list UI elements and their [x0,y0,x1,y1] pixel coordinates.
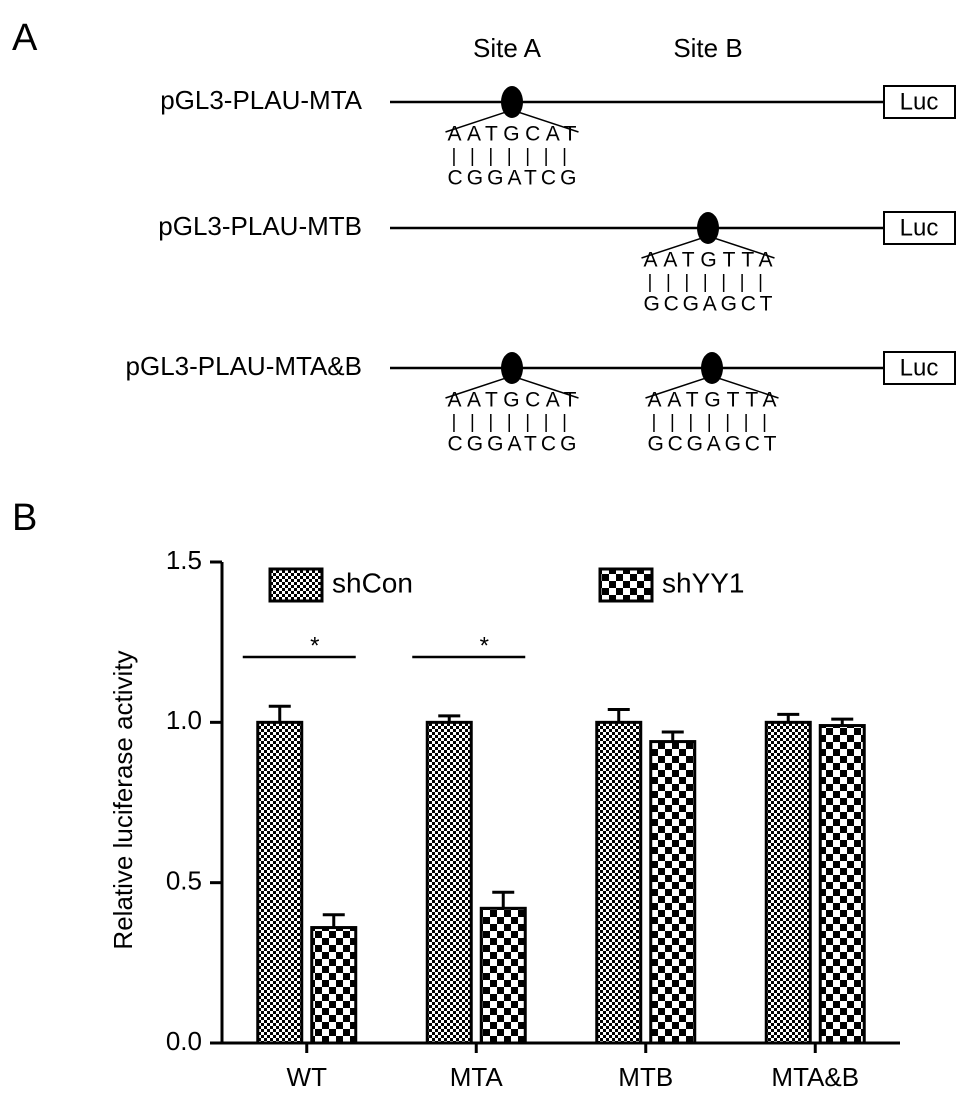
bar [310,926,358,1045]
x-tick-label: WT [287,1062,328,1092]
reporter-box [883,351,956,385]
reporter-label: Luc [900,214,939,241]
y-axis-label: Relative luciferase activity [108,650,138,949]
mutant-sequence: CGGATCG [448,167,577,190]
construct-name: pGL3-PLAU-MTA [160,85,362,115]
legend-label: shYY1 [662,567,745,598]
site-marker [701,352,723,384]
y-tick-label: 1.0 [166,705,202,735]
bar [818,724,866,1045]
y-tick-label: 1.5 [166,545,202,575]
site-label: Site B [673,33,742,63]
mutant-sequence: GCGAGCT [648,433,777,456]
x-tick-label: MTB [618,1062,673,1092]
original-sequence: AATGCAT [448,389,577,412]
site-label: Site A [473,33,542,63]
original-sequence: AATGTTA [644,249,773,272]
original-sequence: AATGCAT [448,123,577,146]
original-sequence: AATGTTA [648,389,777,412]
site-marker [501,86,523,118]
y-tick-label: 0.0 [166,1026,202,1056]
bar [649,740,697,1045]
construct-name: pGL3-PLAU-MTB [158,211,362,241]
significance-label: * [310,632,319,659]
panel-label: A [12,17,38,59]
bar [256,720,304,1045]
mutant-sequence: CGGATCG [448,433,577,456]
reporter-box [883,85,956,119]
bar [764,720,812,1045]
construct-name: pGL3-PLAU-MTA&B [126,351,362,381]
reporter-box [883,211,956,245]
x-tick-label: MTA [450,1062,504,1092]
legend-swatch [268,567,324,603]
bar [595,720,643,1045]
significance-label: * [480,632,489,659]
reporter-label: Luc [900,354,939,381]
legend-swatch [598,567,654,603]
bar [425,720,473,1045]
legend-label: shCon [332,567,413,598]
site-marker [501,352,523,384]
panel-label: B [12,497,37,539]
y-tick-label: 0.5 [166,866,202,896]
mutant-sequence: GCGAGCT [644,293,773,316]
reporter-label: Luc [900,88,939,115]
bar [479,906,527,1045]
site-marker [697,212,719,244]
x-tick-label: MTA&B [771,1062,859,1092]
